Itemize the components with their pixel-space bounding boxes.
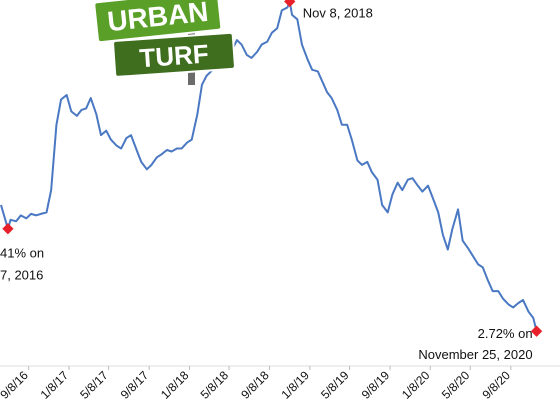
x-tick-label: 1/8/19 [278,368,312,402]
sign-plate [112,31,236,78]
annotation-text: November 25, 2020 [418,347,532,362]
line-series [0,0,538,332]
x-tick-label: 5/8/20 [439,368,473,402]
annotation-text: 7, 2016 [0,268,43,283]
annotation-text: 41% on [0,246,44,261]
x-tick-label: 9/8/17 [118,368,152,402]
x-tick-label: 5/8/17 [77,368,111,402]
logo: URBAN TURF [93,0,236,85]
x-tick-label: 9/8/20 [479,368,513,402]
x-tick-label: 9/8/18 [238,368,272,402]
x-tick-label: 1/8/18 [158,368,192,402]
x-tick-label: 5/8/19 [318,368,352,402]
annotation-text: Nov 8, 2018 [303,5,373,20]
logo-text: TURF [138,38,209,73]
annotation-text: 2.72% on [478,326,533,341]
marker [284,0,296,8]
x-tick-label: 1/8/20 [399,368,433,402]
x-tick-label: 1/8/17 [38,368,72,402]
x-tick-label: 5/8/18 [198,368,232,402]
x-tick-label: 9/8/16 [0,368,31,402]
marker [530,325,543,337]
sign-plate [93,0,223,44]
sign-bottom: TURF [112,31,236,78]
marker [2,223,14,235]
sign-top: URBAN [93,0,223,44]
x-tick-label: 9/8/19 [359,368,393,402]
plot-area: 9/8/16 1/8/17 5/8/17 9/8/17 1/8/18 5/8/18 9/8/… [0,0,560,402]
